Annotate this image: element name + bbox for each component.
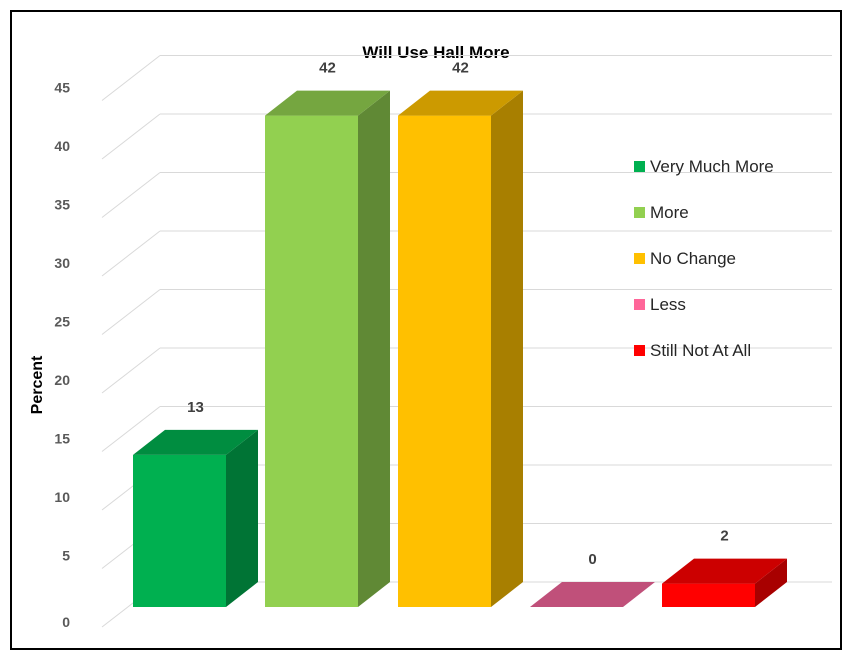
y-tick-label: 0 bbox=[62, 614, 70, 630]
legend-swatch bbox=[634, 161, 645, 172]
y-tick-label: 45 bbox=[54, 80, 70, 96]
bar-front bbox=[398, 115, 491, 607]
bar-side bbox=[755, 558, 787, 607]
y-tick-label: 5 bbox=[62, 548, 70, 564]
bar-less bbox=[530, 582, 655, 607]
gridline-diagonal bbox=[101, 347, 161, 394]
gridline-diagonal bbox=[101, 406, 161, 452]
bar-front bbox=[662, 583, 755, 607]
bar-more bbox=[265, 90, 390, 608]
bar-side bbox=[491, 90, 523, 608]
gridline-diagonal bbox=[101, 55, 161, 101]
chart-title: Will Use Hall More bbox=[362, 43, 509, 62]
legend-swatch bbox=[634, 253, 645, 264]
y-tick-label: 15 bbox=[54, 431, 70, 447]
data-labels: 13 42 42 0 2 bbox=[187, 60, 729, 568]
gridline-diagonal bbox=[101, 230, 161, 277]
bars bbox=[133, 90, 787, 608]
y-axis-label: Percent bbox=[29, 355, 46, 414]
bar-front bbox=[133, 454, 226, 607]
gridline-diagonal bbox=[101, 113, 161, 160]
legend-label: Less bbox=[650, 295, 686, 314]
data-label: 42 bbox=[319, 60, 336, 77]
legend-label: More bbox=[650, 203, 689, 222]
y-tick-label: 25 bbox=[54, 314, 70, 330]
bar-front bbox=[265, 115, 358, 607]
bar-top bbox=[530, 582, 655, 607]
legend-swatch bbox=[634, 299, 645, 310]
gridline-diagonal bbox=[101, 172, 161, 218]
y-axis-ticks: 0 5 10 15 20 25 30 35 40 45 bbox=[54, 80, 70, 631]
legend-label: Very Much More bbox=[650, 157, 774, 176]
legend-swatch bbox=[634, 207, 645, 218]
data-label: 13 bbox=[187, 399, 204, 416]
y-tick-label: 30 bbox=[54, 255, 70, 271]
legend-label: No Change bbox=[650, 249, 736, 268]
bar-still-not-at-all bbox=[662, 558, 787, 607]
bar-chart: Will Use Hall More Percent 0510152025303… bbox=[29, 43, 832, 631]
bar-side bbox=[226, 429, 258, 607]
data-label: 2 bbox=[720, 528, 728, 545]
y-tick-label: 20 bbox=[54, 372, 70, 388]
data-label: 0 bbox=[588, 551, 596, 568]
bar-very-much-more bbox=[133, 429, 258, 607]
y-tick-label: 40 bbox=[54, 138, 70, 154]
bar-side bbox=[358, 90, 390, 608]
y-tick-label: 35 bbox=[54, 197, 70, 213]
bar-top bbox=[398, 90, 523, 116]
legend-swatch bbox=[634, 345, 645, 356]
y-tick-label: 10 bbox=[54, 489, 70, 505]
bar-no-change bbox=[398, 90, 523, 608]
data-label: 42 bbox=[452, 60, 469, 77]
bar-top bbox=[662, 558, 787, 584]
gridline-diagonal bbox=[101, 289, 161, 335]
bar-top bbox=[265, 90, 390, 116]
legend: Very Much More More No Change Less Still Not… bbox=[634, 157, 774, 360]
legend-label: Still Not At All bbox=[650, 341, 751, 360]
bar-top bbox=[133, 429, 258, 455]
